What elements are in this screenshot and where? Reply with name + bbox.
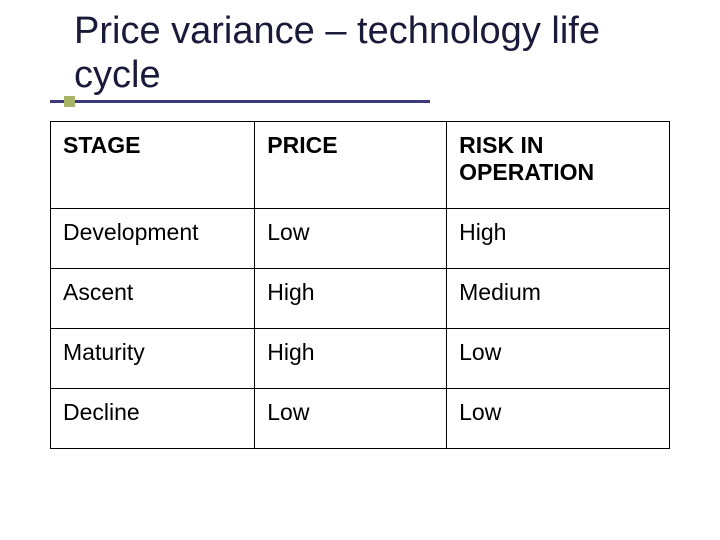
cell-stage: Maturity bbox=[51, 329, 255, 389]
cell-stage: Ascent bbox=[51, 269, 255, 329]
cell-price: High bbox=[255, 269, 447, 329]
table-row: Development Low High bbox=[51, 209, 670, 269]
cell-price: Low bbox=[255, 209, 447, 269]
col-header-risk: RISK IN OPERATION bbox=[447, 122, 670, 209]
cell-price: Low bbox=[255, 389, 447, 449]
title-bullet-square bbox=[64, 96, 75, 107]
cell-stage: Development bbox=[51, 209, 255, 269]
col-header-price: PRICE bbox=[255, 122, 447, 209]
cell-risk: Low bbox=[447, 329, 670, 389]
title-block: Price variance – technology life cycle bbox=[50, 10, 670, 97]
cell-risk: Medium bbox=[447, 269, 670, 329]
table-header-row: STAGE PRICE RISK IN OPERATION bbox=[51, 122, 670, 209]
cell-risk: High bbox=[447, 209, 670, 269]
cell-risk: Low bbox=[447, 389, 670, 449]
table-row: Maturity High Low bbox=[51, 329, 670, 389]
cell-price: High bbox=[255, 329, 447, 389]
table-row: Decline Low Low bbox=[51, 389, 670, 449]
cell-stage: Decline bbox=[51, 389, 255, 449]
lifecycle-table: STAGE PRICE RISK IN OPERATION Developmen… bbox=[50, 121, 670, 449]
title-underline bbox=[50, 100, 430, 103]
slide: Price variance – technology life cycle S… bbox=[0, 0, 720, 479]
slide-title: Price variance – technology life cycle bbox=[74, 10, 670, 97]
col-header-stage: STAGE bbox=[51, 122, 255, 209]
table-row: Ascent High Medium bbox=[51, 269, 670, 329]
